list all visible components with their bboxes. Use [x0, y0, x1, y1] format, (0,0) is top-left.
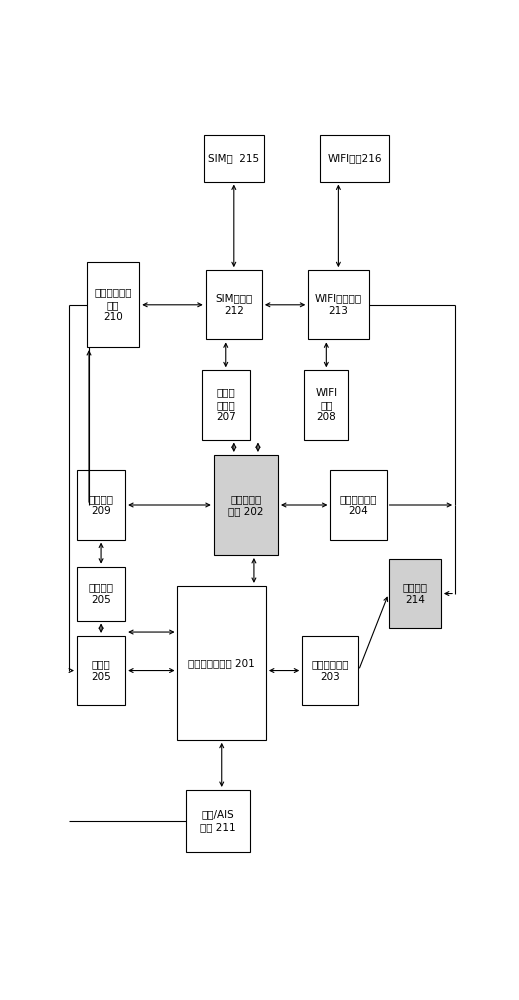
Bar	[308, 270, 368, 339]
Text: 电源接口
214: 电源接口 214	[402, 582, 427, 605]
Bar	[214, 455, 278, 555]
Text: 第二核心控
制板 202: 第二核心控 制板 202	[228, 494, 264, 516]
Text: 第二电源模块
204: 第二电源模块 204	[340, 494, 377, 516]
Text: 北斗/AIS
接口 211: 北斗/AIS 接口 211	[200, 810, 236, 832]
Text: 话柄接口
209: 话柄接口 209	[89, 494, 114, 516]
Bar	[320, 135, 389, 182]
Bar	[87, 262, 139, 347]
Text: WIFI
模块
208: WIFI 模块 208	[315, 387, 337, 422]
Text: 显示屏
205: 显示屏 205	[91, 659, 111, 682]
Text: SIM卡  215: SIM卡 215	[208, 153, 260, 163]
Bar	[302, 636, 359, 705]
Bar	[77, 470, 125, 540]
Bar	[203, 135, 264, 182]
Text: 按键模块
205: 按键模块 205	[89, 582, 114, 605]
Bar	[330, 470, 387, 540]
Text: 第一核心控制板 201: 第一核心控制板 201	[188, 658, 255, 668]
Text: 海事卫星天线
接口
210: 海事卫星天线 接口 210	[94, 287, 132, 322]
Bar	[201, 370, 250, 440]
Text: 第一电源模块
203: 第一电源模块 203	[311, 659, 349, 682]
Bar	[206, 270, 262, 339]
Bar	[177, 586, 266, 740]
Bar	[186, 790, 250, 852]
Bar	[304, 370, 348, 440]
Text: SIM卡接口
212: SIM卡接口 212	[215, 294, 252, 316]
Bar	[77, 567, 125, 620]
Text: WIFI天线接口
213: WIFI天线接口 213	[315, 294, 362, 316]
Text: 卫星通
讯模块
207: 卫星通 讯模块 207	[216, 387, 236, 422]
Bar	[77, 636, 125, 705]
Bar	[389, 559, 441, 628]
Text: WIFI天线216: WIFI天线216	[327, 153, 382, 163]
